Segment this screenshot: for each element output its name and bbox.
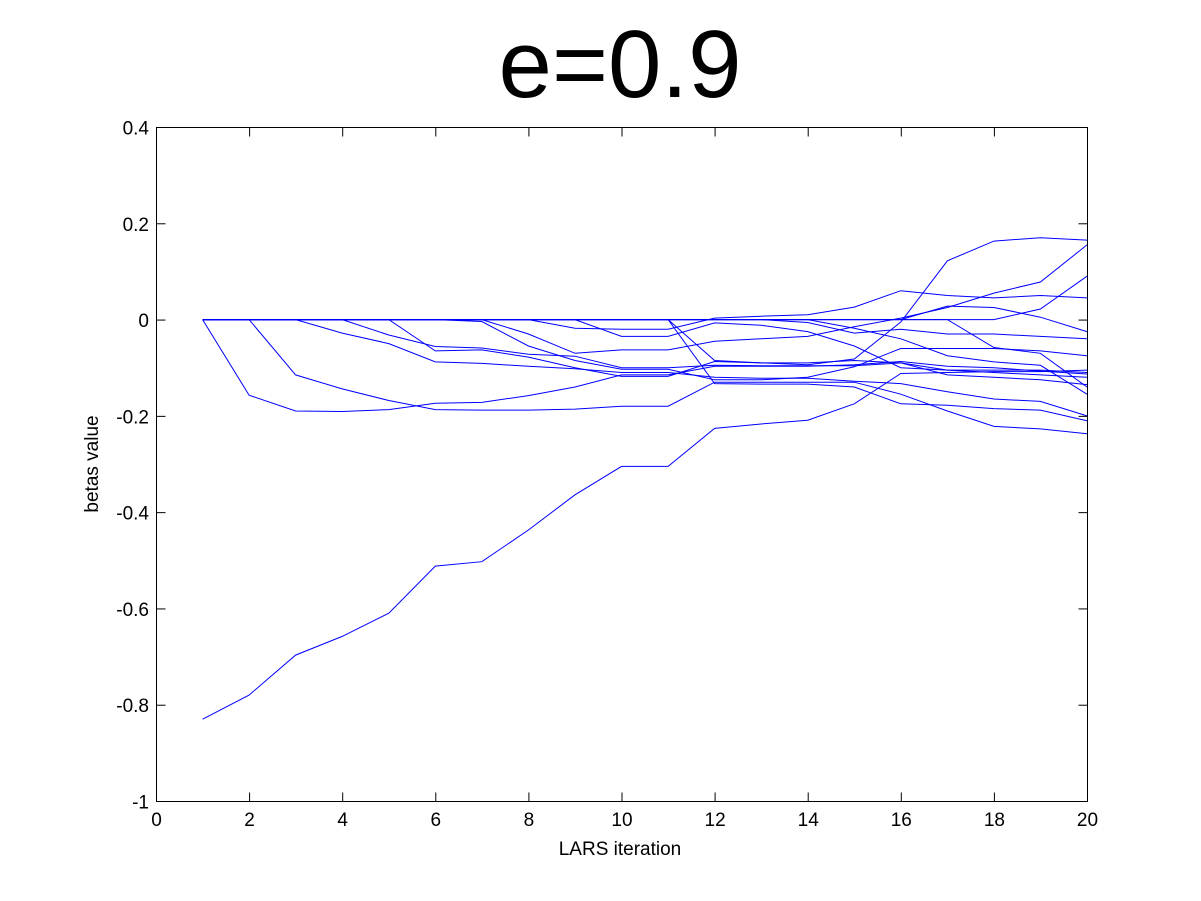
x-tick-label: 12	[705, 810, 726, 831]
y-tick-label: -0.4	[116, 504, 149, 525]
series-layer	[202, 237, 1088, 720]
x-tick-label: 20	[1077, 810, 1098, 831]
x-tick-label: 10	[611, 810, 632, 831]
x-tick-label: 18	[984, 810, 1005, 831]
x-tick-label: 0	[151, 810, 162, 831]
y-axis-label: betas value	[82, 415, 103, 512]
y-tick-label: 0	[138, 311, 149, 332]
x-tick-label: 2	[244, 810, 255, 831]
x-axis-label: LARS iteration	[559, 839, 682, 860]
series-line-3	[202, 319, 1088, 435]
x-tick-label: 4	[337, 810, 348, 831]
x-tick-label: 8	[524, 810, 535, 831]
x-tick-label: 14	[798, 810, 820, 831]
y-tick-label: -0.6	[116, 600, 149, 621]
y-tick-label: 0.2	[123, 215, 149, 236]
series-line-17	[202, 319, 1088, 388]
series-line-4	[202, 319, 1088, 417]
y-tick-label: -0.8	[116, 696, 149, 717]
x-tick-label: 16	[891, 810, 912, 831]
y-tick-label: -0.2	[116, 407, 149, 428]
chart-title: e=0.9	[499, 11, 742, 118]
series-line-2	[202, 319, 1088, 413]
series-line-5	[202, 319, 1088, 386]
y-tick-label: -1	[132, 793, 149, 814]
y-tick-label: 0.4	[123, 119, 150, 140]
x-tick-label: 6	[431, 810, 442, 831]
tick-layer: 0 2 4 6 8 10 12 14 16 18 20 0.4 0.2 0 -0.2 -0.4 -0.6 -0.8…	[116, 119, 1098, 832]
